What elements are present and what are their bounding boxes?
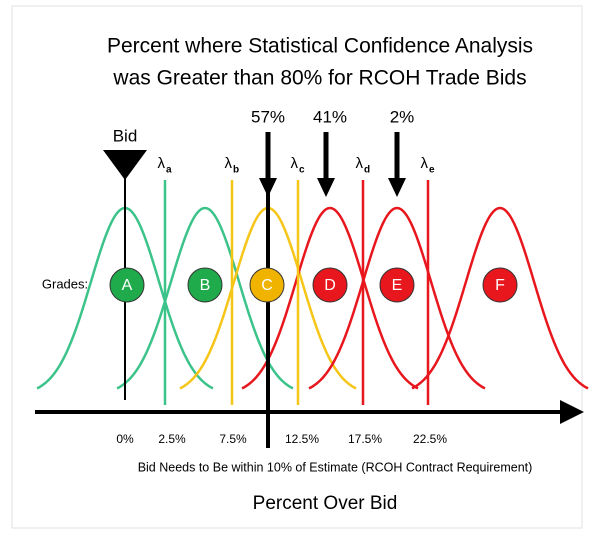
axis-label: 12.5% — [285, 432, 319, 446]
bell-curve — [308, 206, 486, 390]
grade-circle — [249, 267, 285, 303]
axis-arrow — [560, 400, 584, 424]
bell-curve — [411, 206, 589, 390]
grade-letter: F — [495, 277, 505, 294]
bid-marker — [103, 150, 147, 180]
title-line: Percent where Statistical Confidence Ana… — [107, 35, 533, 58]
arrow-head — [259, 178, 277, 197]
grade-circle — [379, 267, 415, 303]
lambda-subscript: b — [233, 165, 239, 176]
grade-circle — [187, 267, 223, 303]
lambda-symbol: λ — [421, 155, 429, 172]
arrow-head — [317, 178, 335, 197]
footnote: Bid Needs to Be within 10% of Estimate (… — [138, 460, 533, 474]
grades-label: Grades: — [42, 276, 88, 291]
lambda-symbol: λ — [225, 155, 233, 172]
lambda-subscript: e — [429, 165, 435, 176]
percent-label: 41% — [313, 107, 347, 126]
bell-curve — [241, 206, 419, 390]
lambda-symbol: λ — [356, 155, 364, 172]
lambda-symbol: λ — [158, 155, 166, 172]
grade-circle — [312, 267, 348, 303]
grade-letter: E — [392, 277, 403, 294]
grade-letter: D — [324, 277, 336, 294]
grade-letter: A — [122, 277, 133, 294]
percent-label: 2% — [390, 107, 415, 126]
curves — [36, 206, 589, 390]
axis-label: 7.5% — [219, 432, 247, 446]
lambda-symbol: λ — [291, 155, 299, 172]
bid-label: Bid — [113, 126, 138, 145]
frame — [11, 5, 583, 529]
grade-letter: C — [261, 277, 273, 294]
axis-label: 17.5% — [348, 432, 382, 446]
grade-circle — [109, 267, 145, 303]
bell-curve — [116, 206, 294, 390]
axis-label: 22.5% — [413, 432, 447, 446]
arrow-head — [388, 178, 406, 197]
lambda-subscript: d — [364, 165, 370, 176]
percent-label: 57% — [251, 107, 285, 126]
grade-letter: B — [200, 277, 211, 294]
axis-label: 0% — [116, 432, 134, 446]
axis-title: Percent Over Bid — [253, 493, 398, 514]
lambda-subscript: a — [166, 165, 172, 176]
title-line: was Greater than 80% for RCOH Trade Bids — [112, 67, 526, 90]
axis-label: 2.5% — [158, 432, 186, 446]
grade-circle — [482, 267, 518, 303]
lambda-subscript: c — [299, 165, 305, 176]
